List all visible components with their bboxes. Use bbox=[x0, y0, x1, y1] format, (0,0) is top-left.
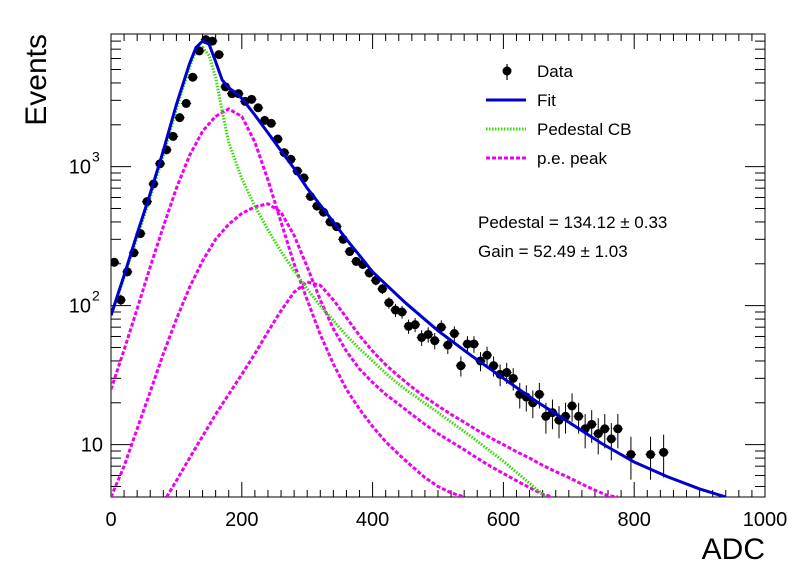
legend: Data Fit Pedestal CB p.e. peak bbox=[486, 62, 632, 168]
data-point bbox=[436, 322, 446, 332]
x-tick-label: 600 bbox=[487, 509, 520, 531]
legend-item-fit: Fit bbox=[486, 91, 556, 110]
data-point bbox=[430, 336, 440, 346]
data-point bbox=[175, 113, 185, 123]
legend-data-marker bbox=[502, 66, 512, 76]
data-point bbox=[482, 350, 492, 360]
data-point bbox=[587, 419, 597, 429]
data-point bbox=[462, 339, 472, 349]
data-point bbox=[266, 118, 276, 128]
data-point bbox=[574, 411, 584, 421]
data-point bbox=[646, 449, 656, 459]
y-tick-exponent: 3 bbox=[92, 149, 100, 165]
data-point bbox=[606, 434, 616, 444]
data-point bbox=[247, 94, 257, 104]
legend-item-pe-peak: p.e. peak bbox=[486, 149, 607, 168]
data-point bbox=[508, 373, 518, 383]
x-tick-label: 200 bbox=[225, 509, 258, 531]
pe-peak-curve bbox=[111, 107, 465, 497]
data-point bbox=[423, 329, 433, 339]
y-tick-exponent: 2 bbox=[92, 288, 100, 304]
data-point bbox=[116, 295, 126, 305]
data-point bbox=[253, 103, 263, 113]
data-point bbox=[600, 424, 610, 434]
data-point bbox=[168, 131, 178, 141]
fit-curve bbox=[111, 39, 727, 497]
data-point bbox=[469, 339, 479, 349]
data-point bbox=[567, 401, 577, 411]
legend-label-pedestal: Pedestal CB bbox=[537, 120, 632, 139]
x-axis-title: ADC bbox=[702, 533, 765, 566]
y-tick-label: 10 bbox=[69, 296, 91, 318]
legend-item-data: Data bbox=[502, 62, 573, 81]
data-point bbox=[626, 449, 636, 459]
data-point bbox=[456, 361, 466, 371]
data-point bbox=[502, 368, 512, 378]
data-point bbox=[489, 361, 499, 371]
y-tick-label: 10 bbox=[69, 157, 91, 179]
data-point bbox=[541, 411, 551, 421]
data-point bbox=[377, 284, 387, 294]
data-point bbox=[188, 72, 198, 82]
y-tick-label: 10 bbox=[81, 435, 103, 457]
data-point bbox=[181, 98, 191, 108]
data-point bbox=[345, 247, 355, 257]
data-point bbox=[593, 429, 603, 439]
x-axis-ticks: 0 200 400 600 800 1000 bbox=[105, 34, 787, 531]
data-point bbox=[111, 257, 119, 267]
legend-label-fit: Fit bbox=[537, 91, 556, 110]
y-axis-title: Events bbox=[20, 34, 53, 126]
data-point bbox=[397, 307, 407, 317]
legend-label-data: Data bbox=[537, 62, 573, 81]
data-point bbox=[384, 298, 394, 308]
legend-item-pedestal: Pedestal CB bbox=[486, 120, 632, 139]
data-point bbox=[534, 389, 544, 399]
pe-peak-curve bbox=[165, 280, 619, 497]
legend-label-pe-peak: p.e. peak bbox=[537, 149, 607, 168]
pedestal-annotation: Pedestal = 134.12 ± 0.33 bbox=[478, 213, 667, 232]
x-tick-label: 0 bbox=[105, 509, 116, 531]
data-point bbox=[659, 447, 669, 457]
pe-peak-curve bbox=[111, 202, 553, 497]
data-point bbox=[410, 320, 420, 330]
data-point bbox=[214, 50, 224, 60]
data-point bbox=[443, 340, 453, 350]
data-point bbox=[613, 424, 623, 434]
gain-annotation: Gain = 52.49 ± 1.03 bbox=[478, 242, 628, 261]
x-tick-label: 800 bbox=[618, 509, 651, 531]
data-point bbox=[449, 329, 459, 339]
x-tick-label: 400 bbox=[356, 509, 389, 531]
x-tick-label: 1000 bbox=[743, 509, 788, 531]
